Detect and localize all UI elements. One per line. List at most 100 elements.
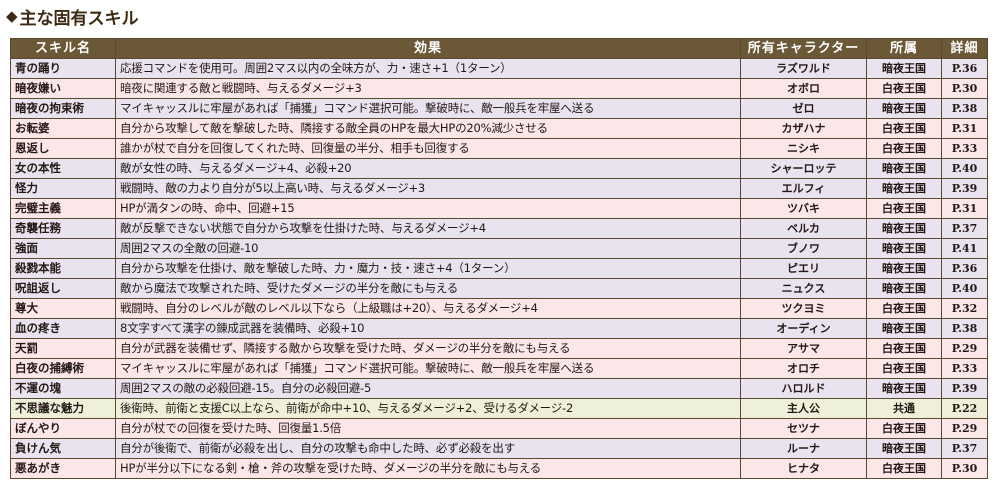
effect-cell: 敵から魔法で攻撃された時、受けたダメージの半分を敵にも与える xyxy=(116,279,741,299)
table-row: 不運の塊 周囲2マスの敵の必殺回避-15。自分の必殺回避-5 ハロルド 暗夜王国 P.3… xyxy=(11,379,988,399)
header-skill-name: スキル名 xyxy=(11,39,116,59)
affiliation-cell: 白夜王国 xyxy=(867,419,942,439)
table-row: 白夜の捕縛術 マイキャッスルに牢屋があれば「捕獲」コマンド選択可能。撃破時に、敵一… xyxy=(11,359,988,379)
owner-cell: ヒナタ xyxy=(741,459,867,479)
skill-name-cell: 天罰 xyxy=(11,339,116,359)
affiliation-cell: 白夜王国 xyxy=(867,199,942,219)
page-ref-cell: P.31 xyxy=(942,119,988,139)
effect-cell: 誰かが杖で自分を回復してくれた時、回復量の半分、相手も回復する xyxy=(116,139,741,159)
header-owner: 所有キャラクター xyxy=(741,39,867,59)
owner-cell: オーディン xyxy=(741,319,867,339)
header-effect: 効果 xyxy=(116,39,741,59)
page-ref-cell: P.38 xyxy=(942,99,988,119)
owner-cell: ニュクス xyxy=(741,279,867,299)
page-ref-cell: P.29 xyxy=(942,339,988,359)
table-row: 殺戮本能 自分から攻撃を仕掛け、敵を撃破した時、力・魔力・技・速さ+4（1ターン）… xyxy=(11,259,988,279)
table-row: お転婆 自分から攻撃して敵を撃破した時、隣接する敵全員のHPを最大HPの20%減少… xyxy=(11,119,988,139)
affiliation-cell: 白夜王国 xyxy=(867,339,942,359)
skill-name-cell: 青の踊り xyxy=(11,59,116,79)
owner-cell: セツナ xyxy=(741,419,867,439)
owner-cell: ハロルド xyxy=(741,379,867,399)
owner-cell: アサマ xyxy=(741,339,867,359)
skill-name-cell: 血の疼き xyxy=(11,319,116,339)
effect-cell: 後衛時、前衛と支援C以上なら、前衛が命中+10、与えるダメージ+2、受けるダメー… xyxy=(116,399,741,419)
page-ref-cell: P.37 xyxy=(942,219,988,239)
effect-cell: 自分から攻撃を仕掛け、敵を撃破した時、力・魔力・技・速さ+4（1ターン） xyxy=(116,259,741,279)
affiliation-cell: 暗夜王国 xyxy=(867,59,942,79)
owner-cell: ルーナ xyxy=(741,439,867,459)
affiliation-cell: 暗夜王国 xyxy=(867,259,942,279)
effect-cell: 戦闘時、自分のレベルが敵のレベル以下なら（上級職は+20）、与えるダメージ+4 xyxy=(116,299,741,319)
table-row: 恩返し 誰かが杖で自分を回復してくれた時、回復量の半分、相手も回復する ニシキ 白夜王… xyxy=(11,139,988,159)
effect-cell: HPが半分以下になる剣・槍・斧の攻撃を受けた時、ダメージの半分を敵にも与える xyxy=(116,459,741,479)
effect-cell: 敵が反撃できない状態で自分から攻撃を仕掛けた時、与えるダメージ+4 xyxy=(116,219,741,239)
table-row: 悪あがき HPが半分以下になる剣・槍・斧の攻撃を受けた時、ダメージの半分を敵にも与… xyxy=(11,459,988,479)
page-ref-cell: P.41 xyxy=(942,239,988,259)
owner-cell: シャーロッテ xyxy=(741,159,867,179)
page-ref-cell: P.40 xyxy=(942,279,988,299)
effect-cell: 周囲2マスの敵の必殺回避-15。自分の必殺回避-5 xyxy=(116,379,741,399)
diamond-icon: ◆ xyxy=(6,7,18,25)
owner-cell: ゼロ xyxy=(741,99,867,119)
table-row: ぼんやり 自分が杖での回復を受けた時、回復量1.5倍 セツナ 白夜王国 P.29 xyxy=(11,419,988,439)
affiliation-cell: 暗夜王国 xyxy=(867,439,942,459)
owner-cell: エルフィ xyxy=(741,179,867,199)
skill-name-cell: 不思議な魅力 xyxy=(11,399,116,419)
skill-name-cell: 呪詛返し xyxy=(11,279,116,299)
skill-name-cell: 悪あがき xyxy=(11,459,116,479)
affiliation-cell: 白夜王国 xyxy=(867,299,942,319)
affiliation-cell: 暗夜王国 xyxy=(867,279,942,299)
section-title: 主な固有スキル xyxy=(20,4,139,29)
table-row: 不思議な魅力 後衛時、前衛と支援C以上なら、前衛が命中+10、与えるダメージ+2、… xyxy=(11,399,988,419)
skill-name-cell: ぼんやり xyxy=(11,419,116,439)
owner-cell: ツクヨミ xyxy=(741,299,867,319)
page-ref-cell: P.36 xyxy=(942,259,988,279)
skill-name-cell: 女の本性 xyxy=(11,159,116,179)
page-ref-cell: P.22 xyxy=(942,399,988,419)
table-row: 完璧主義 HPが満タンの時、命中、回避+15 ツバキ 白夜王国 P.31 xyxy=(11,199,988,219)
skill-name-cell: 奇襲任務 xyxy=(11,219,116,239)
section-heading: ◆ 主な固有スキル xyxy=(6,4,139,28)
page-ref-cell: P.37 xyxy=(942,439,988,459)
table-row: 怪力 戦闘時、敵の力より自分が5以上高い時、与えるダメージ+3 エルフィ 暗夜王国 P.… xyxy=(11,179,988,199)
affiliation-cell: 暗夜王国 xyxy=(867,319,942,339)
skill-name-cell: 白夜の捕縛術 xyxy=(11,359,116,379)
affiliation-cell: 共通 xyxy=(867,399,942,419)
skill-name-cell: 暗夜嫌い xyxy=(11,79,116,99)
page-ref-cell: P.33 xyxy=(942,359,988,379)
affiliation-cell: 白夜王国 xyxy=(867,139,942,159)
owner-cell: 主人公 xyxy=(741,399,867,419)
table-row: 血の疼き 8文字すべて漢字の錬成武器を装備時、必殺+10 オーディン 暗夜王国 P.38 xyxy=(11,319,988,339)
affiliation-cell: 白夜王国 xyxy=(867,459,942,479)
table-row: 尊大 戦闘時、自分のレベルが敵のレベル以下なら（上級職は+20）、与えるダメージ+… xyxy=(11,299,988,319)
page-ref-cell: P.30 xyxy=(942,459,988,479)
effect-cell: 自分が後衛で、前衛が必殺を出し、自分の攻撃も命中した時、必ず必殺を出す xyxy=(116,439,741,459)
table-row: 青の踊り 応援コマンドを使用可。周囲2マス以内の全味方が、力・速さ+1（1ターン）… xyxy=(11,59,988,79)
owner-cell: ピエリ xyxy=(741,259,867,279)
affiliation-cell: 暗夜王国 xyxy=(867,379,942,399)
owner-cell: ニシキ xyxy=(741,139,867,159)
owner-cell: ブノワ xyxy=(741,239,867,259)
page-ref-cell: P.39 xyxy=(942,379,988,399)
effect-cell: 暗夜に関連する敵と戦闘時、与えるダメージ+3 xyxy=(116,79,741,99)
effect-cell: 自分から攻撃して敵を撃破した時、隣接する敵全員のHPを最大HPの20%減少させる xyxy=(116,119,741,139)
skills-table: スキル名 効果 所有キャラクター 所属 詳細 青の踊り 応援コマンドを使用可。周囲… xyxy=(10,38,988,479)
page-ref-cell: P.29 xyxy=(942,419,988,439)
page-ref-cell: P.36 xyxy=(942,59,988,79)
effect-cell: 戦闘時、敵の力より自分が5以上高い時、与えるダメージ+3 xyxy=(116,179,741,199)
affiliation-cell: 白夜王国 xyxy=(867,119,942,139)
effect-cell: マイキャッスルに牢屋があれば「捕獲」コマンド選択可能。撃破時に、敵一般兵を牢屋へ… xyxy=(116,99,741,119)
page-ref-cell: P.38 xyxy=(942,319,988,339)
affiliation-cell: 白夜王国 xyxy=(867,359,942,379)
owner-cell: カザハナ xyxy=(741,119,867,139)
table-row: 強面 周囲2マスの全敵の回避-10 ブノワ 暗夜王国 P.41 xyxy=(11,239,988,259)
effect-cell: 自分が杖での回復を受けた時、回復量1.5倍 xyxy=(116,419,741,439)
skill-name-cell: 恩返し xyxy=(11,139,116,159)
effect-cell: マイキャッスルに牢屋があれば「捕獲」コマンド選択可能。撃破時に、敵一般兵を牢屋へ… xyxy=(116,359,741,379)
skill-name-cell: 殺戮本能 xyxy=(11,259,116,279)
table-row: 奇襲任務 敵が反撃できない状態で自分から攻撃を仕掛けた時、与えるダメージ+4 ベルカ… xyxy=(11,219,988,239)
skill-name-cell: 完璧主義 xyxy=(11,199,116,219)
skill-name-cell: 暗夜の拘束術 xyxy=(11,99,116,119)
table-row: 負けん気 自分が後衛で、前衛が必殺を出し、自分の攻撃も命中した時、必ず必殺を出すル… xyxy=(11,439,988,459)
affiliation-cell: 暗夜王国 xyxy=(867,219,942,239)
